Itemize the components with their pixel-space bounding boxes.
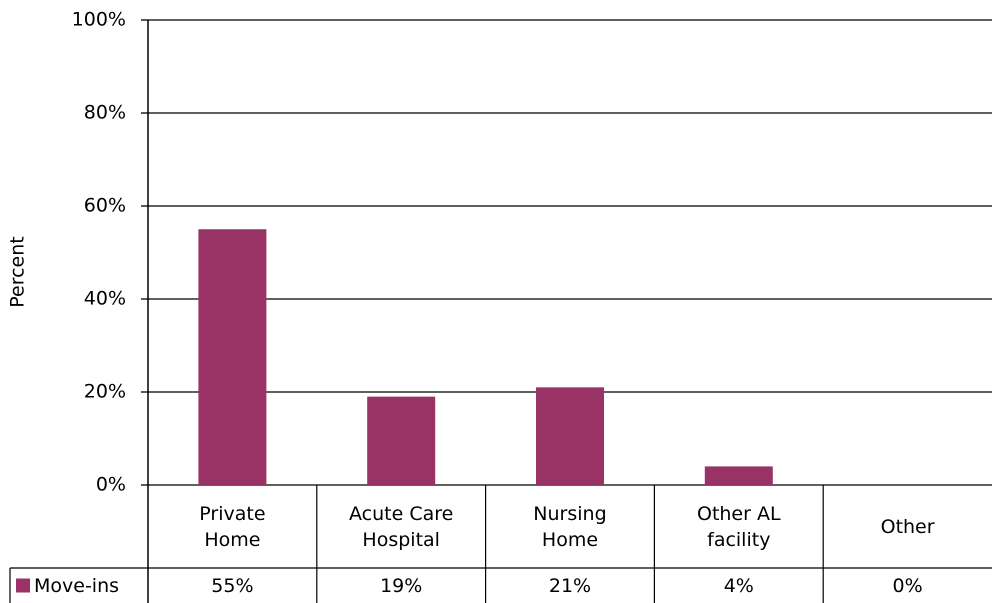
y-tick-label: 100% xyxy=(72,9,126,31)
bar xyxy=(536,387,604,485)
value-label-text: 21% xyxy=(548,574,592,597)
value-label: 0% xyxy=(823,568,992,603)
legend-label-text: Move-ins xyxy=(34,574,120,597)
value-label-text: 55% xyxy=(211,574,254,597)
y-tick-label: 80% xyxy=(84,102,126,124)
category-label: Other xyxy=(823,485,992,568)
category-label: Other AL facility xyxy=(654,485,823,568)
bar xyxy=(198,229,267,485)
y-tick-label: 40% xyxy=(84,288,126,310)
value-label: 19% xyxy=(317,568,486,603)
legend-swatch xyxy=(16,578,30,593)
value-label: 21% xyxy=(486,568,655,603)
category-label: Private Home xyxy=(148,485,317,568)
y-tick-label: 60% xyxy=(84,195,126,217)
category-label-text: Private Home xyxy=(199,502,266,551)
value-label-text: 0% xyxy=(892,574,923,597)
y-axis-label: Percent xyxy=(7,236,29,308)
value-label-text: 19% xyxy=(380,574,423,597)
value-label-text: 4% xyxy=(723,574,754,597)
bar xyxy=(367,396,436,485)
value-label: 4% xyxy=(654,568,823,603)
category-label-text: Acute Care Hospital xyxy=(349,502,454,551)
category-label-text: Nursing Home xyxy=(533,502,607,551)
category-label: Nursing Home xyxy=(486,485,655,568)
category-label-text: Other xyxy=(880,515,935,538)
bar xyxy=(704,466,773,485)
category-label: Acute Care Hospital xyxy=(317,485,486,568)
y-tick-label: 0% xyxy=(96,474,126,496)
value-label: 55% xyxy=(148,568,317,603)
legend-label: Move-ins xyxy=(34,568,148,603)
category-label-text: Other AL facility xyxy=(696,502,781,551)
y-tick-label: 20% xyxy=(84,381,126,403)
